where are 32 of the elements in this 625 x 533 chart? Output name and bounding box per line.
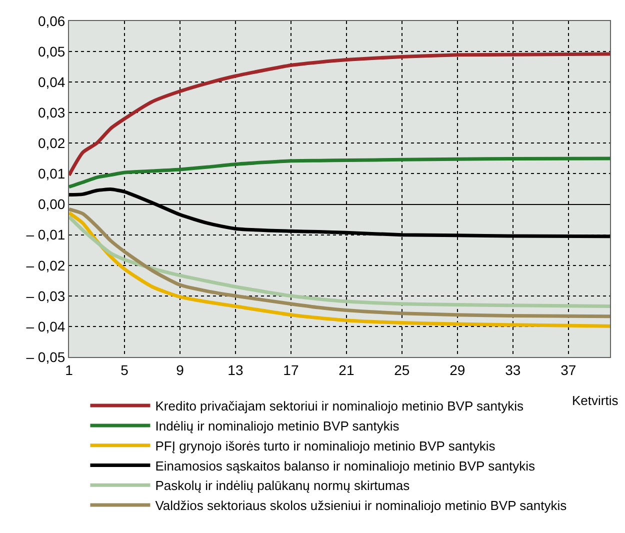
x-tick-label: 17 <box>283 362 299 378</box>
x-tick-label: 13 <box>228 362 244 378</box>
y-tick-label: – 0,04 <box>26 318 66 334</box>
line-series <box>69 52 610 177</box>
x-tick-label: 21 <box>338 362 354 378</box>
legend-label: Einamosios sąskaitos balanso ir nominaliojo metinio BVP santykis <box>155 458 536 474</box>
y-tick-label: 0,00 <box>38 196 66 212</box>
y-tick-label: – 0,01 <box>26 226 66 243</box>
y-tick-label: 0,01 <box>38 166 66 182</box>
x-tick-label: 5 <box>120 362 129 378</box>
x-tick-label: 29 <box>450 362 466 378</box>
y-tick-label: – 0,02 <box>26 257 66 274</box>
y-tick-label: 0,02 <box>38 135 66 152</box>
line-series <box>69 156 610 189</box>
x-tick-label: 37 <box>560 362 576 378</box>
x-tick-label: 9 <box>176 362 184 378</box>
y-tick-label: 0,04 <box>38 74 66 90</box>
x-tick-label: 25 <box>394 362 410 378</box>
y-tick-label: 0,03 <box>38 104 66 121</box>
y-tick-label: 0,05 <box>38 43 66 60</box>
legend-label: Kredito privačiajam sektoriui ir nominaliojo metinio BVP santykis <box>155 398 524 414</box>
legend-label: Indėlių ir nominaliojo metinio BVP santykis <box>155 418 400 434</box>
line-series <box>69 215 610 308</box>
y-tick-label: – 0,03 <box>26 288 66 304</box>
y-tick-label: 0,06 <box>38 12 66 29</box>
x-tick-label: 33 <box>505 362 521 378</box>
x-tick-label: 1 <box>65 362 74 378</box>
legend-label: Paskolų ir indėlių palūkanų normų skirtumas <box>155 478 410 494</box>
x-axis-title: Ketvirtis <box>572 393 619 408</box>
legend-label: Valdžios sektoriaus skolos užsieniui ir nominaliojo metinio BVP santykis <box>155 498 568 514</box>
y-tick-label: – 0,05 <box>26 348 66 365</box>
legend-label: PFĮ grynojo išorės turto ir nominaliojo metinio BVP santykis <box>155 438 496 454</box>
